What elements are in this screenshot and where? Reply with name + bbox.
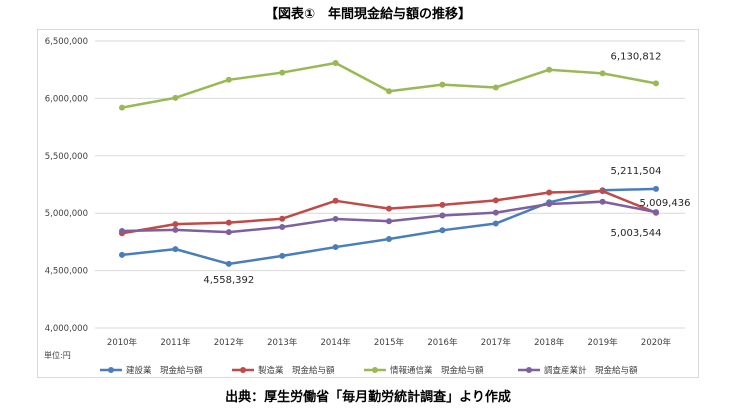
series-line bbox=[120, 61, 658, 109]
legend-item-3: 調査産業計 現金給与額 bbox=[518, 365, 638, 376]
data-point bbox=[492, 197, 499, 204]
data-point bbox=[332, 244, 339, 251]
data-point bbox=[386, 236, 392, 243]
data-point bbox=[332, 60, 339, 67]
data-label: 5,211,504 bbox=[611, 166, 662, 177]
legend-marker bbox=[372, 367, 378, 373]
legend-label: 製造業 現金給与額 bbox=[258, 365, 335, 376]
data-point bbox=[225, 260, 232, 267]
series-3 bbox=[119, 198, 659, 236]
data-point bbox=[386, 88, 392, 95]
legend-item-2: 情報通信業 現金給与額 bbox=[364, 365, 484, 376]
data-point bbox=[439, 227, 446, 234]
data-point bbox=[279, 252, 286, 259]
x-tick-label: 2012年 bbox=[214, 337, 245, 348]
data-point bbox=[279, 69, 286, 76]
data-label: 4,558,392 bbox=[203, 275, 254, 286]
data-point bbox=[599, 70, 606, 77]
y-tick-label: 5,500,000 bbox=[45, 152, 88, 162]
x-axis-ticks: 2010年 2011年 2012年 2013年 2014年 2015年 2016年 2017年… bbox=[107, 337, 672, 348]
data-point bbox=[172, 226, 179, 233]
data-point bbox=[599, 198, 606, 205]
data-point bbox=[172, 246, 179, 253]
data-label: 5,009,436 bbox=[640, 198, 691, 209]
y-tick-label: 6,500,000 bbox=[45, 37, 88, 47]
data-point bbox=[439, 81, 446, 88]
data-point bbox=[225, 76, 232, 83]
data-point bbox=[386, 205, 392, 212]
legend-label: 建設業 現金給与額 bbox=[126, 365, 203, 376]
data-point bbox=[492, 209, 499, 216]
chart-frame bbox=[37, 29, 699, 378]
series-lines bbox=[119, 60, 659, 267]
x-tick-label: 2020年 bbox=[641, 337, 672, 348]
data-point bbox=[653, 185, 659, 192]
legend-item-1: 製造業 現金給与額 bbox=[232, 365, 335, 376]
gridlines bbox=[95, 40, 685, 329]
data-label: 5,003,544 bbox=[611, 228, 662, 239]
data-point bbox=[332, 197, 339, 204]
x-tick-label: 2019年 bbox=[588, 337, 619, 348]
legend-label: 情報通信業 現金給与額 bbox=[390, 365, 484, 376]
data-point bbox=[439, 201, 446, 208]
legend-item-0: 建設業 現金給与額 bbox=[100, 365, 203, 376]
series-line bbox=[120, 187, 658, 266]
y-axis-ticks: 4,000,000 4,500,000 5,000,000 5,500,000 6,00… bbox=[45, 37, 88, 334]
y-tick-label: 4,500,000 bbox=[45, 267, 88, 277]
source-caption: 出典：厚生労働省「毎月勤労統計調査」より作成 bbox=[225, 390, 511, 405]
data-point bbox=[546, 189, 553, 196]
data-point bbox=[492, 84, 499, 91]
x-tick-label: 2014年 bbox=[321, 337, 352, 348]
data-point bbox=[546, 201, 553, 208]
data-point bbox=[119, 104, 125, 111]
data-point bbox=[172, 221, 179, 228]
x-tick-label: 2017年 bbox=[481, 337, 512, 348]
data-point bbox=[546, 66, 553, 73]
legend-marker bbox=[108, 367, 114, 373]
data-point bbox=[439, 212, 446, 219]
data-point bbox=[119, 227, 125, 234]
data-point bbox=[653, 80, 659, 87]
data-point bbox=[386, 218, 392, 225]
data-point bbox=[332, 215, 339, 222]
x-tick-label: 2013年 bbox=[267, 337, 298, 348]
y-tick-label: 6,000,000 bbox=[45, 94, 88, 104]
data-point bbox=[599, 188, 606, 195]
x-tick-label: 2010年 bbox=[107, 337, 138, 348]
data-point bbox=[653, 209, 659, 216]
data-point bbox=[492, 220, 499, 227]
x-tick-label: 2011年 bbox=[160, 337, 191, 348]
x-tick-label: 2016年 bbox=[427, 337, 458, 348]
y-tick-label: 5,000,000 bbox=[45, 209, 88, 219]
legend-marker bbox=[240, 367, 246, 373]
series-0 bbox=[119, 185, 659, 267]
x-tick-label: 2018年 bbox=[534, 337, 565, 348]
data-point bbox=[225, 229, 232, 236]
chart-title: 【図表① 年間現金給与額の推移】 bbox=[264, 7, 471, 22]
series-2 bbox=[119, 60, 659, 111]
legend: 建設業 現金給与額 製造業 現金給与額 情報通信業 現金給与額 調査産業計 現金給与額 bbox=[100, 365, 638, 376]
legend-label: 調査産業計 現金給与額 bbox=[544, 365, 638, 376]
legend-marker bbox=[526, 367, 532, 373]
unit-label: 単位:円 bbox=[44, 350, 71, 360]
data-labels: 4,558,392 6,130,812 5,211,504 5,009,436 5,00… bbox=[203, 51, 690, 286]
data-point bbox=[279, 223, 286, 230]
data-point bbox=[279, 215, 286, 222]
data-label: 6,130,812 bbox=[611, 51, 662, 62]
y-tick-label: 4,000,000 bbox=[45, 324, 88, 334]
data-point bbox=[172, 94, 179, 101]
data-point bbox=[225, 219, 232, 226]
data-point bbox=[119, 251, 125, 258]
x-tick-label: 2015年 bbox=[374, 337, 405, 348]
